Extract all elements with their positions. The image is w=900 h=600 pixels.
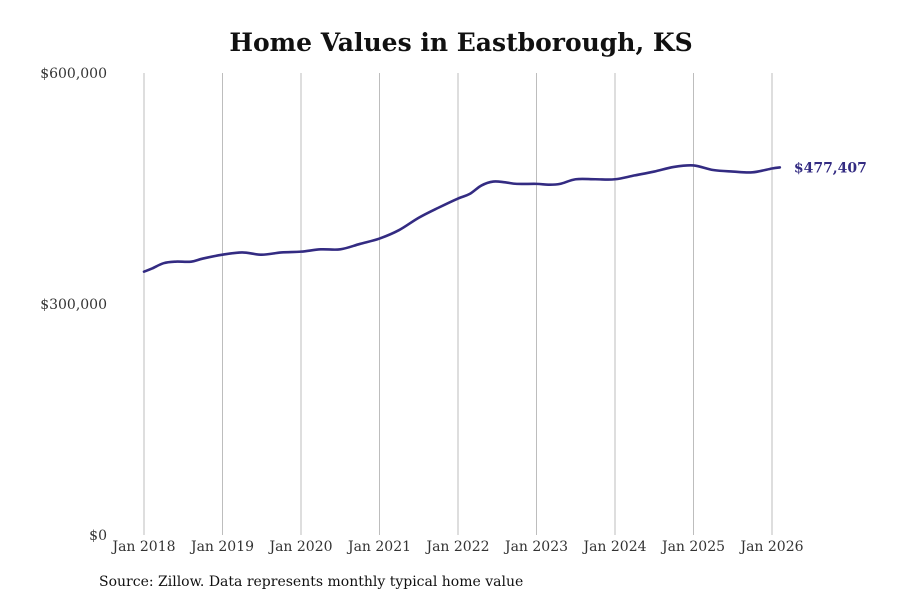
x-tick-label: Jan 2026: [738, 539, 803, 555]
x-tick-label: Jan 2021: [346, 539, 411, 555]
x-tick-label: Jan 2024: [581, 539, 646, 555]
x-tick-label: Jan 2025: [660, 539, 725, 555]
y-tick-label: $0: [89, 528, 107, 544]
chart-title: Home Values in Eastborough, KS: [229, 28, 693, 57]
x-tick-label: Jan 2018: [110, 539, 175, 555]
x-tick-label: Jan 2020: [267, 539, 332, 555]
end-value-label: $477,407: [794, 160, 867, 176]
x-tick-label: Jan 2023: [503, 539, 568, 555]
x-axis-labels: Jan 2018 Jan 2019 Jan 2020 Jan 2021 Jan 2022…: [110, 539, 803, 555]
x-tick-label: Jan 2019: [189, 539, 254, 555]
gridlines: [143, 73, 773, 535]
x-tick-label: Jan 2022: [424, 539, 489, 555]
y-tick-label: $600,000: [40, 66, 107, 82]
source-note: Source: Zillow. Data represents monthly …: [99, 574, 524, 590]
series-group: $477,407: [142, 160, 867, 273]
series-line: [142, 163, 782, 273]
y-axis-labels: $0 $300,000 $600,000: [40, 66, 107, 544]
y-tick-label: $300,000: [40, 297, 107, 313]
